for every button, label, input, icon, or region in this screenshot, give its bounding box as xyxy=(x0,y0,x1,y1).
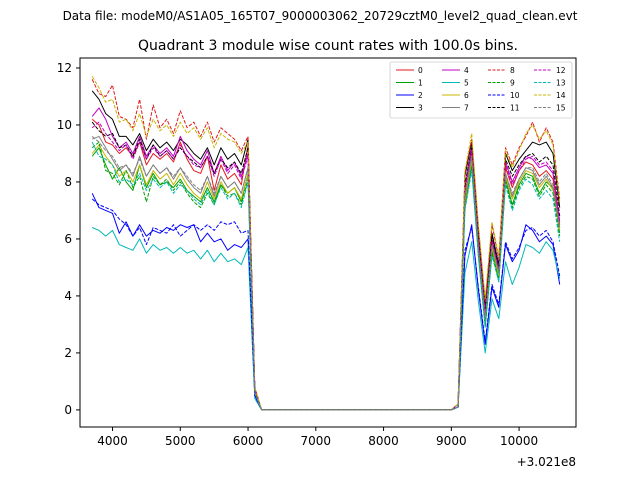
file-suptitle: Data file: modeM0/AS1A05_165T07_90000030… xyxy=(63,9,578,23)
y-tick-label: 10 xyxy=(57,118,72,132)
x-axis: 4000 5000 6000 7000 8000 9000 10000 xyxy=(97,427,538,448)
legend-label-2: 2 xyxy=(418,91,423,100)
y-tick-label: 4 xyxy=(64,289,72,303)
plot-lines xyxy=(91,76,561,411)
x-tick-label: 5000 xyxy=(165,434,196,448)
y-tick-label: 0 xyxy=(64,403,72,417)
y-tick-label: 6 xyxy=(64,232,72,246)
legend-label-0: 0 xyxy=(418,66,423,75)
x-tick-label: 9000 xyxy=(436,434,467,448)
legend-label-3: 3 xyxy=(418,104,423,113)
plot-frame xyxy=(79,57,577,428)
series-line-8 xyxy=(91,79,561,411)
legend-label-11: 11 xyxy=(510,104,520,113)
legend-label-13: 13 xyxy=(556,79,566,88)
x-tick-label: 8000 xyxy=(368,434,399,448)
legend-label-15: 15 xyxy=(556,104,566,113)
legend-label-6: 6 xyxy=(464,91,469,100)
legend-label-8: 8 xyxy=(510,66,515,75)
y-tick-label: 2 xyxy=(64,346,72,360)
x-tick-label: 10000 xyxy=(500,434,538,448)
legend-label-14: 14 xyxy=(556,91,566,100)
x-offset-label: +3.021e8 xyxy=(517,455,576,469)
legend-label-10: 10 xyxy=(510,91,520,100)
legend-box xyxy=(389,61,573,119)
chart-title: Quadrant 3 module wise count rates with … xyxy=(138,38,518,54)
x-tick-label: 7000 xyxy=(301,434,332,448)
x-tick-label: 4000 xyxy=(97,434,128,448)
legend-label-9: 9 xyxy=(510,79,515,88)
series-line-15 xyxy=(91,136,561,411)
y-tick-label: 8 xyxy=(64,175,72,189)
y-axis: 0 2 4 6 8 10 12 xyxy=(57,61,80,417)
legend-label-5: 5 xyxy=(464,79,469,88)
legend-label-7: 7 xyxy=(464,104,469,113)
x-tick-label: 6000 xyxy=(233,434,264,448)
legend-label-12: 12 xyxy=(556,66,566,75)
y-tick-label: 12 xyxy=(57,61,72,75)
series-line-12 xyxy=(91,121,561,411)
legend-label-4: 4 xyxy=(464,66,469,75)
legend-label-1: 1 xyxy=(418,79,423,88)
